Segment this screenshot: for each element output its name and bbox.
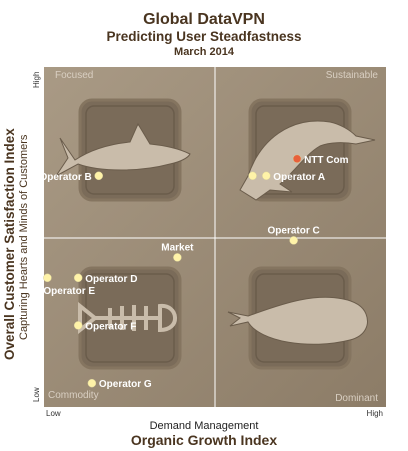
chart-date: March 2014	[174, 46, 234, 58]
point-label: Market	[161, 242, 194, 253]
point-marker	[248, 171, 257, 181]
y-tick-low: Low	[32, 387, 41, 402]
quadrant-icon-box	[78, 266, 182, 370]
data-point: NTT Com	[292, 154, 349, 166]
quadrant-labels: Focused Sustainable Commodity Dominant	[48, 70, 378, 404]
quadrant-icons	[55, 98, 376, 370]
point-marker	[292, 154, 302, 164]
data-point: Operator E	[43, 273, 95, 297]
data-point: Market	[161, 242, 194, 262]
shark-icon	[55, 122, 191, 177]
whale-icon	[227, 296, 368, 345]
point-label: Operator E	[43, 286, 95, 297]
dolphin-icon	[239, 120, 376, 201]
axis-ticks: Low High High Low	[32, 72, 383, 418]
point-marker	[73, 321, 83, 330]
data-point: Operator G	[87, 378, 152, 390]
y-tick-high: High	[32, 72, 41, 88]
point-label: Operator C	[268, 225, 320, 236]
data-points: NTT Com Operator A Operator B Operator C Mar…	[39, 154, 349, 390]
fish-skeleton-icon	[78, 301, 177, 335]
point-label: Operator A	[273, 172, 325, 183]
data-point: Operator C	[268, 225, 320, 245]
chart-subtitle: Predicting User Steadfastness	[106, 29, 302, 44]
data-point: Operator D	[73, 273, 137, 285]
data-point	[248, 171, 257, 181]
x-tick-high: High	[367, 409, 383, 418]
point-marker	[94, 171, 103, 181]
data-point: Operator A	[262, 171, 325, 183]
point-label: Operator B	[39, 172, 91, 183]
quadrant-label: Sustainable	[326, 70, 379, 81]
x-axis-label: Organic Growth Index	[130, 432, 278, 448]
x-tick-low: Low	[46, 409, 61, 418]
quadrant-label: Dominant	[335, 393, 378, 404]
point-marker	[43, 273, 52, 283]
quadrant-label: Commodity	[48, 390, 99, 401]
x-axis-sublabel: Demand Management	[149, 420, 259, 432]
y-axis-label: Overall Customer Satisfaction Index	[2, 128, 17, 360]
point-label: NTT Com	[304, 155, 349, 166]
y-axis-sublabel: Capturing Hearts and Minds of Customers	[18, 134, 30, 340]
point-marker	[262, 171, 271, 181]
point-marker	[173, 253, 182, 262]
point-label: Operator G	[99, 379, 152, 390]
point-marker	[289, 236, 298, 245]
data-point: Operator F	[73, 321, 136, 332]
quadrant-icon-box	[55, 98, 191, 202]
quadrant-label: Focused	[55, 70, 93, 81]
quadrant-icon-box	[239, 98, 376, 202]
point-label: Operator F	[85, 321, 136, 332]
point-marker	[87, 378, 97, 388]
quadrant-icon-box	[227, 266, 368, 370]
chart-title: Global DataVPN	[143, 11, 265, 28]
point-label: Operator D	[85, 274, 137, 285]
title-block: Global DataVPN Predicting User Steadfast…	[0, 10, 408, 59]
data-point: Operator B	[39, 171, 103, 183]
point-marker	[73, 273, 83, 283]
